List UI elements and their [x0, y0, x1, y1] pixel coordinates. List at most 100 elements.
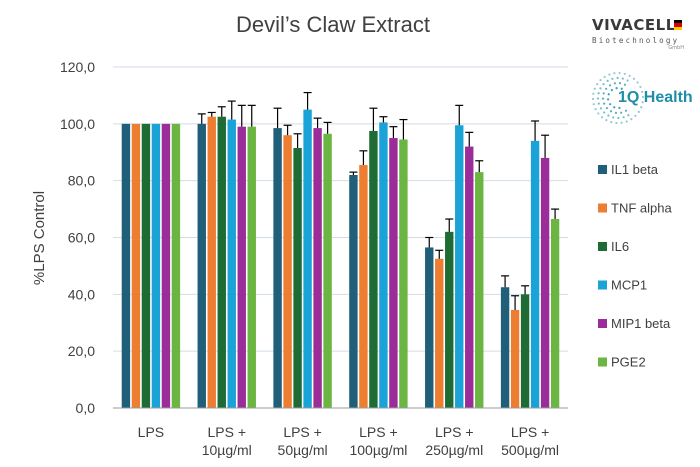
logo-dot — [636, 81, 639, 84]
logo-dot — [641, 95, 645, 99]
x-tick-label: LPS + — [207, 424, 246, 440]
bar — [540, 157, 550, 408]
y-tick-label: 0,0 — [76, 400, 96, 416]
y-axis-label: %LPS Control — [31, 191, 48, 285]
x-tick-label: 100µg/ml — [349, 442, 407, 458]
logo-dot — [607, 98, 610, 101]
logo-dot — [605, 119, 608, 122]
bar — [293, 147, 302, 409]
logo-dot — [591, 97, 595, 101]
chart-title: Devil’s Claw Extract — [236, 12, 430, 37]
logo-dot — [606, 79, 609, 82]
y-tick-label: 100,0 — [60, 116, 95, 132]
legend-swatch — [598, 165, 607, 174]
logo-dot — [618, 106, 621, 109]
bar — [217, 116, 226, 409]
logo-dot — [605, 106, 608, 110]
logo-dot — [626, 79, 629, 82]
vivacell-logo: VIVACELL Biotechnology GmbH — [592, 16, 692, 60]
y-tick-labels: 0,0 20,0 40,0 60,0 80,0 100,0 120,0 — [60, 59, 95, 416]
logo-dot — [600, 116, 604, 119]
bar — [323, 133, 332, 408]
logo-dot — [623, 83, 627, 86]
bar — [227, 119, 236, 408]
bar — [550, 219, 560, 408]
y-tick-label: 120,0 — [60, 59, 95, 75]
bars — [121, 109, 560, 409]
logo-dot — [603, 102, 606, 105]
logo-dot — [607, 93, 610, 96]
logo-dot — [599, 79, 602, 82]
bar — [171, 123, 181, 408]
logo-dot — [597, 102, 600, 105]
logo-dot — [613, 106, 616, 109]
y-tick-label: 80,0 — [68, 173, 95, 189]
logo-dot — [625, 120, 628, 123]
logo-dot — [627, 114, 630, 117]
logo-dot — [639, 85, 642, 89]
logo-dot — [641, 101, 644, 104]
logo-dot — [620, 121, 623, 124]
bar — [445, 231, 454, 408]
legend-swatch — [598, 319, 607, 328]
x-tick-label: 50µg/ml — [278, 442, 328, 458]
bar — [500, 287, 510, 408]
logo-dot — [596, 97, 600, 100]
vivacell-logo-text: VIVACELL — [592, 16, 676, 34]
logo-dot — [640, 106, 643, 109]
logo-dot — [611, 77, 614, 80]
legend-label: MCP1 — [611, 278, 647, 293]
x-tick-label: 500µg/ml — [501, 442, 559, 458]
legend-swatch — [598, 242, 607, 251]
bar — [520, 294, 530, 408]
logo-dot — [620, 87, 623, 90]
logo-dot — [603, 111, 606, 114]
vivacell-subtitle: Biotechnology — [592, 36, 680, 45]
bar — [369, 130, 378, 408]
logo-dot — [602, 92, 605, 95]
logo-dot — [608, 84, 612, 87]
logo-dot — [615, 87, 618, 90]
logo-dot — [610, 120, 613, 124]
iq-health-logo: 1Q Health — [590, 70, 696, 126]
logo-dot — [617, 116, 620, 120]
logo-dot — [597, 92, 600, 95]
x-tick-labels: LPS LPS + 10µg/ml LPS + 50µg/ml LPS + 100µg/ml… — [138, 424, 559, 458]
error-bars — [197, 91, 560, 310]
bar — [141, 123, 151, 408]
x-tick-label: 250µg/ml — [425, 442, 483, 458]
logo-dot — [632, 77, 636, 80]
logo-dot — [603, 75, 606, 78]
iq-health-text: 1Q Health — [618, 89, 693, 106]
logo-dot — [609, 103, 612, 106]
logo-dot — [641, 90, 644, 93]
legend-label: IL6 — [611, 239, 629, 254]
bar — [435, 258, 444, 408]
legend-label: IL1 beta — [611, 162, 659, 177]
logo-dot — [610, 89, 613, 92]
bar — [303, 109, 312, 408]
bar — [313, 128, 322, 409]
logo-dot — [605, 87, 608, 90]
logo-dot — [599, 87, 602, 90]
bar — [389, 138, 398, 408]
logo-dot — [592, 103, 595, 106]
logo-dot — [592, 92, 595, 95]
logo-dot — [616, 76, 619, 80]
bar — [425, 247, 434, 408]
bar — [273, 128, 282, 409]
logo-dot — [613, 82, 616, 85]
bar — [283, 135, 292, 408]
x-tick-label: LPS + — [435, 424, 474, 440]
legend-label: MIP1 beta — [611, 316, 671, 331]
legend: IL1 beta TNF alpha IL6 MCP1 MIP1 beta PGE2 — [598, 162, 672, 370]
bar — [151, 123, 161, 408]
dotted-circle-icon — [591, 71, 645, 125]
logo-dot — [594, 107, 597, 111]
x-tick-label: LPS + — [511, 424, 550, 440]
logo-dot — [628, 74, 631, 77]
logo-dot — [615, 121, 618, 125]
bar — [131, 123, 141, 408]
logo-dot — [618, 71, 621, 75]
